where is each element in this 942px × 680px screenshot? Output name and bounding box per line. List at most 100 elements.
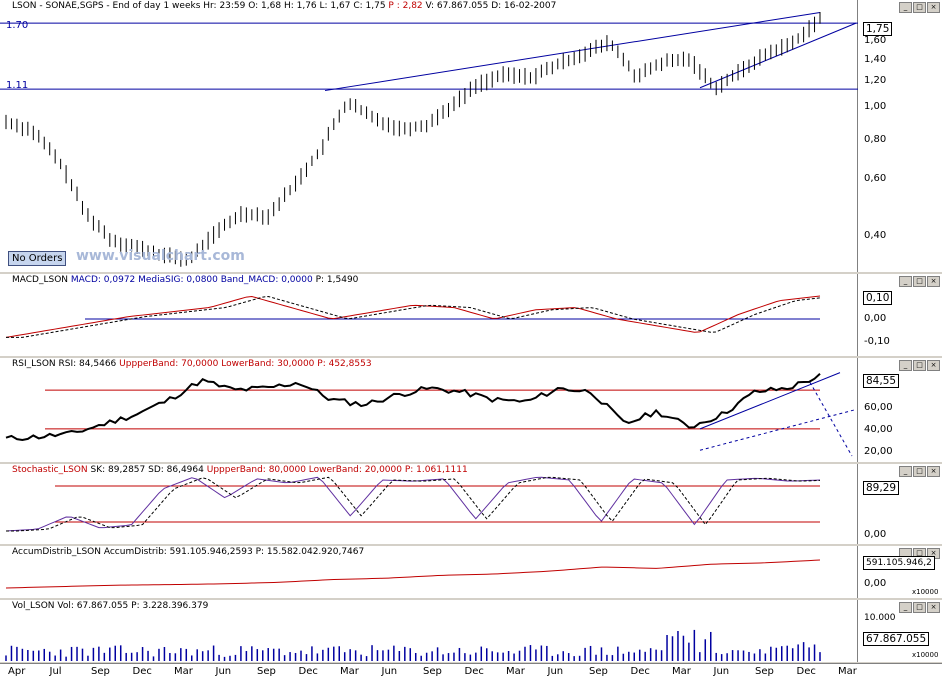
maximize-icon[interactable]: □ (913, 2, 926, 13)
macd-axis: _ □ × 0,10 0,00 -0,10 (858, 274, 942, 356)
macd-plot[interactable]: MACD_LSON MACD: 0,0972 MediaSIG: 0,0800 … (0, 274, 858, 356)
accumdistrib-axis: _ □ × 591.105.946,2 0,00 x10000 (858, 546, 942, 598)
x-tick-label: Dec (132, 666, 152, 677)
x-tick-label: Jun (381, 666, 398, 677)
price-last-value: 1,75 (863, 22, 893, 36)
rsi-panel: RSI_LSON RSI: 84,5466 UppperBand: 70,000… (0, 358, 942, 462)
volume-plot[interactable]: Vol_LSON Vol: 67.867.055 P: 3.228.396.37… (0, 600, 858, 662)
rsi-trend-line (699, 372, 841, 430)
x-tick-label: Mar (174, 666, 193, 677)
x-tick-label: Jun (713, 666, 730, 677)
accumdistrib-line (5, 559, 821, 589)
maximize-icon[interactable]: □ (913, 466, 926, 477)
close-icon[interactable]: × (927, 602, 940, 613)
macd-header: MACD_LSON MACD: 0,0972 MediaSIG: 0,0800 … (12, 275, 359, 285)
stochastic-sk-line (5, 476, 821, 532)
x-tick-label: Mar (506, 666, 525, 677)
rsi-last-value: 84,55 (863, 374, 900, 388)
minimize-icon[interactable]: _ (899, 466, 912, 477)
accumdistrib-panel: AccumDistrib_LSON AccumDistrib: 591.105.… (0, 546, 942, 598)
maximize-icon[interactable]: □ (913, 602, 926, 613)
y-tick: 1,00 (864, 101, 887, 112)
stochastic-axis: _ □ × 89,29 0,00 (858, 464, 942, 544)
accumdistrib-chart (5, 559, 821, 589)
x-tick-label: Jun (215, 666, 232, 677)
close-icon[interactable]: × (927, 276, 940, 287)
x-tick-label: Sep (755, 666, 774, 677)
y-tick: 0,00 (864, 529, 887, 540)
x-tick-label: Mar (672, 666, 691, 677)
close-icon[interactable]: × (927, 360, 940, 371)
stochastic-chart (5, 476, 821, 532)
stochastic-plot[interactable]: Stochastic_LSON SK: 89,2857 SD: 86,4964 … (0, 464, 858, 544)
close-icon[interactable]: × (927, 2, 940, 13)
no-orders-button[interactable]: No Orders (8, 251, 67, 266)
stochastic-sd-line (6, 476, 821, 532)
x-tick-label: Dec (630, 666, 650, 677)
price-axis: _ □ × 1,75 1,60 1,40 1,20 1,00 0,80 0,60… (858, 0, 942, 272)
minimize-icon[interactable]: _ (899, 360, 912, 371)
volume-chart (5, 629, 821, 661)
macd-panel: MACD_LSON MACD: 0,0972 MediaSIG: 0,0800 … (0, 274, 942, 356)
accumdistrib-plot[interactable]: AccumDistrib_LSON AccumDistrib: 591.105.… (0, 546, 858, 598)
x-tick-label: Sep (91, 666, 110, 677)
y-tick: 60,00 (864, 402, 893, 413)
scale-label: x10000 (912, 651, 939, 659)
y-tick: 0,80 (864, 134, 887, 145)
y-tick: 40,00 (864, 424, 893, 435)
y-tick: 1,40 (864, 54, 887, 65)
price-plot[interactable]: LSON - SONAE,SGPS - End of day 1 weeks H… (0, 0, 858, 272)
x-tick-label: Dec (298, 666, 318, 677)
x-tick-label: Mar (838, 666, 857, 677)
window-buttons: _ □ × (899, 2, 940, 13)
rsi-line (5, 373, 821, 441)
stochastic-last-value: 89,29 (863, 481, 900, 495)
rsi-projection-line (699, 409, 857, 451)
y-tick: 0,00 (864, 313, 887, 324)
rsi-projection-line (809, 382, 853, 457)
minimize-icon[interactable]: _ (899, 276, 912, 287)
maximize-icon[interactable]: □ (913, 276, 926, 287)
y-tick: 20,00 (864, 446, 893, 457)
accumdistrib-header: AccumDistrib_LSON AccumDistrib: 591.105.… (12, 547, 365, 557)
volume-header: Vol_LSON Vol: 67.867.055 P: 3.228.396.37… (12, 601, 209, 611)
x-tick-label: Jun (547, 666, 564, 677)
minimize-icon[interactable]: _ (899, 2, 912, 13)
trend-line-upper (324, 12, 821, 92)
x-axis: Apr Jul Sep Dec Mar Jun Sep Dec Mar Jun Sep Dec Mar J… (0, 663, 942, 680)
y-tick: 0,60 (864, 173, 887, 184)
maximize-icon[interactable]: □ (913, 360, 926, 371)
resistance-label: 1.70 (6, 20, 29, 31)
rsi-header: RSI_LSON RSI: 84,5466 UppperBand: 70,000… (12, 359, 372, 369)
volume-last-value: 67.867.055 (863, 632, 930, 646)
y-tick: 0,00 (864, 578, 887, 589)
macd-last-value: 0,10 (863, 291, 893, 305)
scale-label: x10000 (912, 588, 939, 596)
macd-line (5, 295, 821, 338)
y-tick: 1,20 (864, 75, 887, 86)
x-tick-label: Dec (796, 666, 816, 677)
volume-axis: _ □ × 10.000 67.867.055 x10000 (858, 600, 942, 662)
price-chart (0, 12, 858, 267)
macd-chart (5, 295, 821, 338)
accumdistrib-last-value: 591.105.946,2 (863, 556, 935, 570)
watermark: www.visualchart.com (76, 248, 245, 264)
macd-signal-line (6, 295, 821, 338)
x-tick-label: Sep (423, 666, 442, 677)
y-tick: -0,10 (864, 336, 890, 347)
y-tick: 0,40 (864, 230, 887, 241)
support-label: 1.11 (6, 80, 29, 91)
close-icon[interactable]: × (927, 466, 940, 477)
stochastic-panel: Stochastic_LSON SK: 89,2857 SD: 86,4964 … (0, 464, 942, 544)
x-tick-label: Apr (8, 666, 26, 677)
volume-panel: Vol_LSON Vol: 67.867.055 P: 3.228.396.37… (0, 600, 942, 662)
y-tick: 1,60 (864, 35, 887, 46)
rsi-chart (5, 372, 857, 457)
rsi-axis: _ □ × 84,55 60,00 40,00 20,00 (858, 358, 942, 462)
x-tick-label: Mar (340, 666, 359, 677)
price-header: LSON - SONAE,SGPS - End of day 1 weeks H… (12, 1, 557, 11)
price-panel: LSON - SONAE,SGPS - End of day 1 weeks H… (0, 0, 942, 272)
minimize-icon[interactable]: _ (899, 602, 912, 613)
rsi-plot[interactable]: RSI_LSON RSI: 84,5466 UppperBand: 70,000… (0, 358, 858, 462)
trend-line-lower (699, 22, 857, 89)
